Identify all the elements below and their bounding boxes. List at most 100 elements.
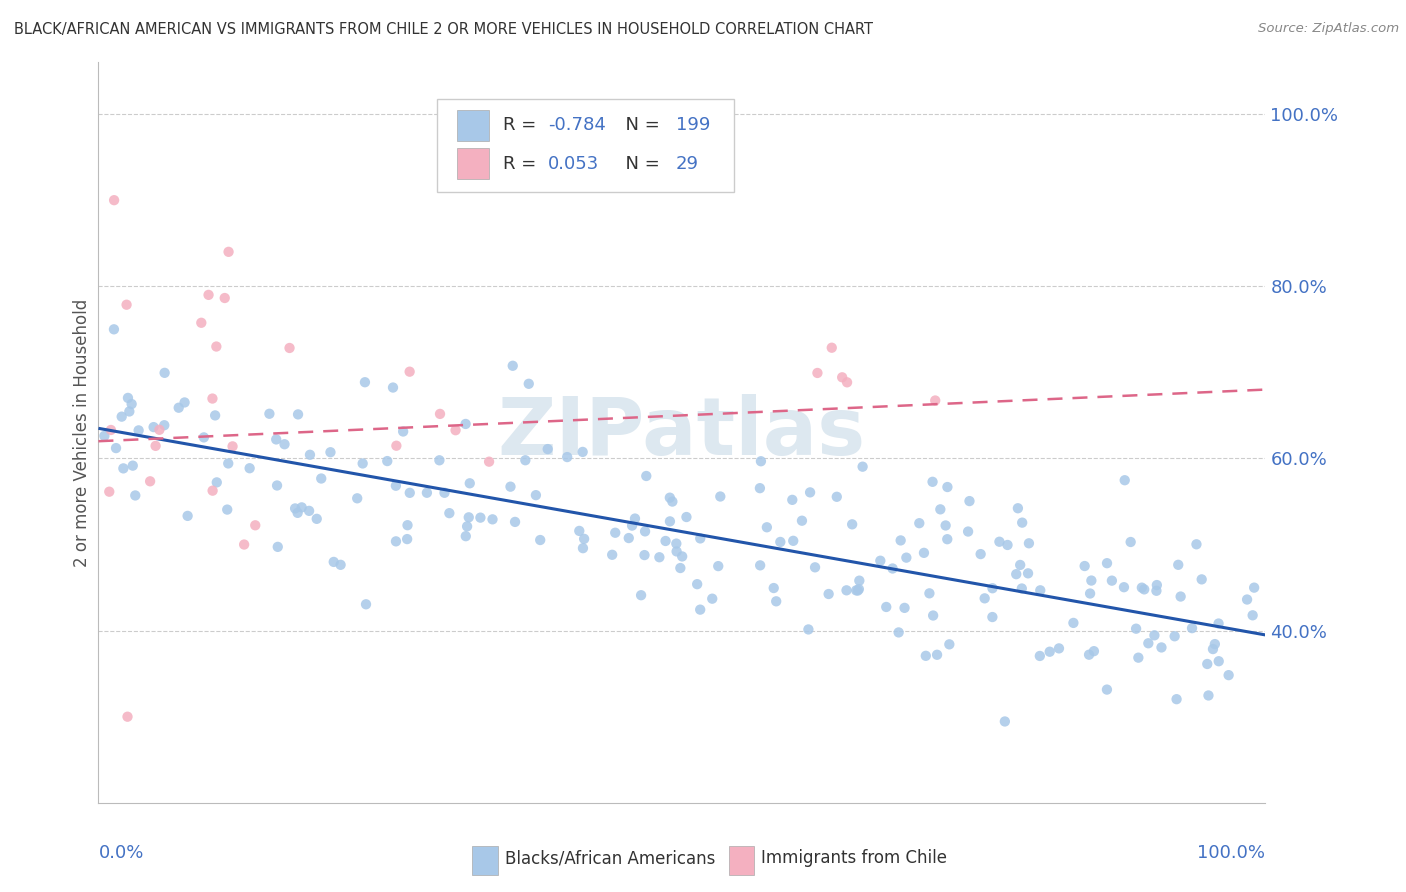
Point	[439, 506, 461, 520]
Point	[517, 376, 540, 391]
Point	[1167, 558, 1189, 572]
Point	[1198, 689, 1220, 703]
Point	[959, 494, 981, 508]
Point	[709, 490, 731, 504]
Point	[1005, 567, 1028, 582]
Point	[259, 407, 281, 421]
Point	[636, 469, 658, 483]
Point	[762, 581, 785, 595]
Point	[329, 558, 352, 572]
Point	[454, 417, 477, 431]
Text: 29: 29	[676, 155, 699, 173]
Point	[782, 492, 804, 507]
Point	[938, 637, 960, 651]
Point	[1078, 586, 1101, 600]
Text: 199: 199	[676, 116, 710, 135]
Point	[1101, 574, 1123, 588]
Point	[882, 561, 904, 575]
Point	[214, 291, 236, 305]
Point	[918, 586, 941, 600]
FancyBboxPatch shape	[728, 847, 754, 875]
Point	[218, 244, 240, 259]
Point	[1029, 648, 1052, 663]
Text: ZIPatlas: ZIPatlas	[498, 393, 866, 472]
Point	[128, 423, 150, 437]
FancyBboxPatch shape	[472, 847, 498, 875]
Point	[658, 514, 681, 528]
Point	[139, 475, 162, 489]
Point	[797, 623, 820, 637]
Point	[825, 490, 848, 504]
Point	[617, 531, 640, 545]
Point	[669, 561, 692, 575]
Point	[654, 533, 676, 548]
Point	[848, 574, 870, 588]
Point	[1078, 648, 1101, 662]
Point	[346, 491, 368, 506]
Point	[1241, 608, 1264, 623]
Point	[924, 393, 946, 408]
Point	[429, 407, 451, 421]
Point	[1130, 581, 1153, 595]
Text: BLACK/AFRICAN AMERICAN VS IMMIGRANTS FROM CHILE 2 OR MORE VEHICLES IN HOUSEHOLD : BLACK/AFRICAN AMERICAN VS IMMIGRANTS FRO…	[14, 22, 873, 37]
Point	[117, 709, 139, 723]
Point	[298, 448, 321, 462]
Text: N =: N =	[614, 116, 665, 135]
Point	[707, 559, 730, 574]
Point	[600, 548, 623, 562]
FancyBboxPatch shape	[457, 148, 489, 179]
Point	[392, 425, 415, 439]
Point	[1163, 629, 1185, 643]
Point	[385, 479, 408, 493]
Point	[217, 457, 239, 471]
Point	[665, 536, 688, 550]
Point	[239, 461, 262, 475]
Point	[481, 512, 503, 526]
Point	[100, 423, 122, 437]
Point	[624, 511, 647, 525]
Point	[429, 453, 451, 467]
Point	[499, 480, 522, 494]
Point	[385, 439, 408, 453]
Point	[233, 537, 256, 551]
Text: Immigrants from Chile: Immigrants from Chile	[761, 849, 948, 867]
Point	[217, 502, 239, 516]
Point	[1128, 650, 1150, 665]
Point	[1011, 516, 1033, 530]
Point	[896, 550, 918, 565]
Point	[1191, 573, 1213, 587]
Point	[634, 524, 657, 539]
Point	[661, 494, 683, 508]
Point	[193, 430, 215, 444]
Point	[790, 514, 813, 528]
FancyBboxPatch shape	[437, 99, 734, 192]
Text: 100.0%: 100.0%	[1198, 844, 1265, 862]
Point	[398, 365, 420, 379]
Point	[1208, 616, 1230, 631]
Point	[572, 541, 595, 556]
Point	[748, 481, 770, 495]
Point	[1112, 580, 1135, 594]
Point	[197, 288, 219, 302]
Point	[997, 538, 1019, 552]
Point	[398, 486, 420, 500]
Text: Source: ZipAtlas.com: Source: ZipAtlas.com	[1258, 22, 1399, 36]
Point	[153, 366, 176, 380]
Point	[111, 409, 134, 424]
Point	[375, 454, 398, 468]
Point	[1144, 583, 1167, 598]
Point	[98, 484, 121, 499]
Point	[925, 648, 948, 662]
Point	[173, 395, 195, 409]
Point	[1146, 578, 1168, 592]
Point	[444, 423, 467, 437]
Point	[935, 518, 957, 533]
Point	[658, 491, 681, 505]
Point	[112, 461, 135, 475]
Point	[1007, 501, 1029, 516]
Point	[821, 341, 844, 355]
Point	[572, 532, 595, 546]
Point	[835, 583, 858, 598]
Point	[1073, 559, 1095, 574]
Point	[105, 441, 128, 455]
